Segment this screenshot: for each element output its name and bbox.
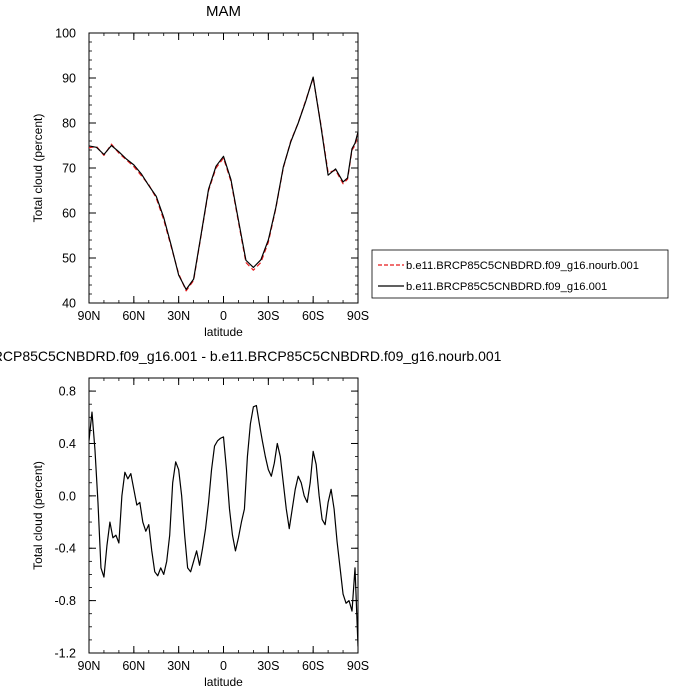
y-tick-label: 90 (62, 72, 76, 86)
x-tick-label: 60N (122, 309, 145, 323)
x-axis-label: latitude (204, 675, 243, 689)
x-tick-label: 30S (257, 659, 279, 673)
y-axis-label: Total cloud (percent) (31, 114, 45, 223)
plot-frame (88, 32, 359, 304)
x-axis-label: latitude (204, 325, 243, 339)
y-tick-label: 70 (62, 162, 76, 176)
y-tick-label: -0.8 (54, 594, 76, 608)
y-tick-label: 60 (62, 207, 76, 221)
x-tick-label: 0 (220, 309, 227, 323)
x-tick-label: 30N (167, 309, 190, 323)
y-tick-label: 100 (55, 27, 76, 41)
chart-title: MAM (206, 3, 241, 20)
x-tick-label: 30N (167, 659, 190, 673)
y-tick-label: -0.4 (54, 542, 76, 556)
legend: b.e11.BRCP85C5CNBDRD.f09_g16.nourb.001 b.… (371, 249, 669, 299)
series-line-1 (89, 404, 358, 647)
legend-box (371, 249, 669, 299)
x-tick-label: 30S (257, 309, 279, 323)
y-tick-label: 40 (62, 297, 76, 311)
plot-frame (88, 377, 359, 654)
y-tick-label: 80 (62, 117, 76, 131)
y-tick-label: 50 (62, 252, 76, 266)
y-tick-label: -1.2 (54, 647, 76, 661)
chart-panel-1: MAM 90N 60N 30N 0 30S 60S 90S 40 50 60 70 80 90 100 lat… (31, 3, 669, 339)
y-tick-label: 0.8 (59, 385, 76, 399)
x-tick-label: 90S (347, 309, 369, 323)
x-tick-label: 90N (78, 309, 101, 323)
x-tick-label: 60S (302, 659, 324, 673)
x-tick-label: 90S (347, 659, 369, 673)
x-tick-label: 0 (220, 659, 227, 673)
y-tick-label: 0.4 (59, 437, 76, 451)
chart-panel-2: b.e11.BRCP85C5CNBDRD.f09_g16.001 - b.e11… (0, 348, 502, 689)
legend-label: b.e11.BRCP85C5CNBDRD.f09_g16.nourb.001 (406, 260, 639, 272)
legend-label: b.e11.BRCP85C5CNBDRD.f09_g16.001 (406, 281, 607, 293)
x-tick-label: 60S (302, 309, 324, 323)
x-tick-label: 60N (122, 659, 145, 673)
y-tick-label: 0.0 (59, 489, 76, 503)
chart-title: b.e11.BRCP85C5CNBDRD.f09_g16.001 - b.e11… (0, 348, 502, 364)
series-line-2 (89, 76, 358, 291)
x-tick-label: 90N (78, 659, 101, 673)
series-line-1 (89, 77, 358, 292)
y-axis-label: Total cloud (percent) (31, 461, 45, 570)
